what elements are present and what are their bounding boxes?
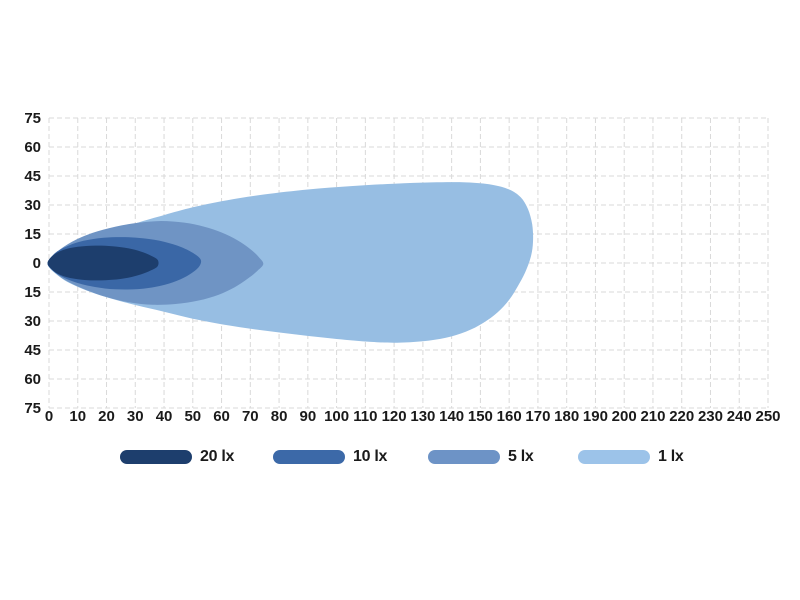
x-tick-label: 0 (45, 408, 53, 425)
y-tick-label: 0 (33, 255, 41, 272)
legend-swatch-10lx (273, 450, 345, 464)
x-tick-label: 110 (353, 408, 377, 425)
y-tick-label: 75 (24, 400, 41, 417)
x-tick-label: 40 (156, 408, 173, 425)
legend-label-1lx: 1 lx (658, 448, 684, 465)
x-tick-label: 190 (583, 408, 608, 425)
legend-label-20lx: 20 lx (200, 448, 235, 465)
x-tick-label: 180 (554, 408, 579, 425)
y-tick-label: 45 (24, 342, 41, 359)
x-tick-label: 240 (727, 408, 752, 425)
x-tick-label: 10 (69, 408, 86, 425)
legend-swatch-20lx (120, 450, 192, 464)
y-tick-label: 60 (24, 371, 41, 388)
contour-20lx (47, 245, 159, 281)
x-tick-label: 250 (755, 408, 780, 425)
x-tick-label: 120 (382, 408, 407, 425)
legend-item-1lx: 1 lx (578, 449, 684, 465)
legend-item-20lx: 20 lx (120, 449, 234, 465)
x-tick-label: 80 (271, 408, 288, 425)
x-tick-label: 130 (410, 408, 435, 425)
y-tick-label: 75 (24, 110, 41, 127)
legend-label-10lx: 10 lx (353, 448, 388, 465)
x-tick-label: 70 (242, 408, 259, 425)
legend: 20 lx 10 lx 5 lx 1 lx (0, 449, 800, 467)
legend-label-5lx: 5 lx (508, 448, 534, 465)
x-tick-label: 60 (213, 408, 230, 425)
legend-item-10lx: 10 lx (273, 449, 387, 465)
x-tick-label: 30 (127, 408, 144, 425)
y-tick-label: 15 (24, 226, 41, 243)
x-tick-label: 20 (98, 408, 115, 425)
y-tick-label: 45 (24, 168, 41, 185)
y-tick-label: 15 (24, 284, 41, 301)
x-tick-label: 160 (497, 408, 522, 425)
legend-item-5lx: 5 lx (428, 449, 534, 465)
legend-swatch-5lx (428, 450, 500, 464)
x-tick-label: 100 (324, 408, 349, 425)
y-tick-label: 60 (24, 139, 41, 156)
x-tick-label: 90 (299, 408, 316, 425)
y-tick-label: 30 (24, 197, 41, 214)
x-tick-label: 230 (698, 408, 723, 425)
x-tick-label: 140 (439, 408, 464, 425)
x-tick-label: 170 (525, 408, 550, 425)
x-tick-label: 220 (669, 408, 694, 425)
x-tick-label: 150 (468, 408, 493, 425)
x-tick-label: 50 (184, 408, 201, 425)
x-tick-label: 200 (612, 408, 637, 425)
x-tick-label: 210 (640, 408, 665, 425)
y-tick-label: 30 (24, 313, 41, 330)
legend-swatch-1lx (578, 450, 650, 464)
